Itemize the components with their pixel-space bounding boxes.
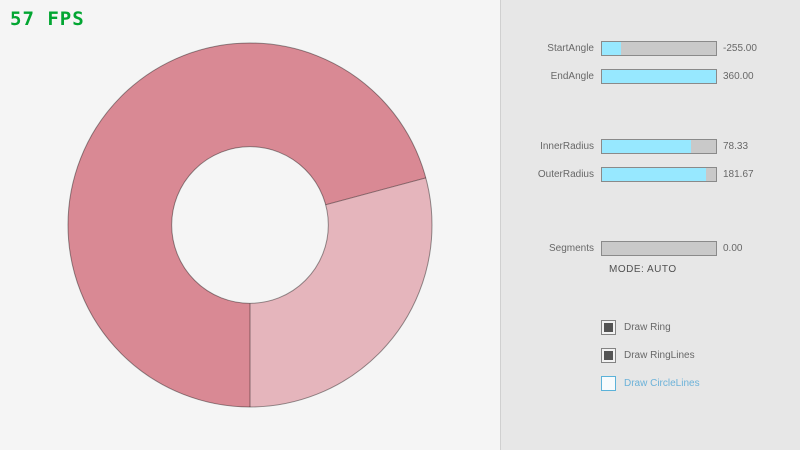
draw-ring-row: Draw Ring [601, 320, 800, 335]
draw-ringlines-checkbox[interactable] [601, 348, 616, 363]
slider-fill [602, 70, 716, 83]
slider-fill [602, 42, 622, 55]
draw-circlelines-row: Draw CircleLines [601, 376, 800, 391]
draw-circlelines-checkbox[interactable] [601, 376, 616, 391]
ring-segment-light [250, 177, 433, 408]
outer-radius-value: 181.67 [723, 169, 754, 180]
inner-radius-slider[interactable] [601, 139, 717, 154]
draw-ring-checkbox[interactable] [601, 320, 616, 335]
segments-slider[interactable] [601, 241, 717, 256]
ring-segment-dark [68, 43, 426, 408]
start-angle-label: StartAngle [547, 43, 594, 54]
segments-value: 0.00 [723, 243, 743, 254]
draw-ringlines-label: Draw RingLines [624, 350, 695, 361]
segments-label: Segments [548, 243, 594, 254]
end-angle-label: EndAngle [550, 71, 594, 82]
segments-mode-label: MODE: AUTO [609, 264, 677, 275]
start-angle-slider[interactable] [601, 41, 717, 56]
start-angle-value: -255.00 [723, 43, 757, 54]
ring-inner-outline [171, 146, 329, 304]
controls-panel: StartAngle -255.00 EndAngle 360.00 Inner… [500, 0, 800, 450]
end-angle-value: 360.00 [723, 71, 754, 82]
draw-circlelines-label: Draw CircleLines [624, 378, 700, 389]
end-angle-slider[interactable] [601, 69, 717, 84]
outer-radius-row: OuterRadius 181.67 [501, 167, 800, 182]
outer-radius-label: OuterRadius [537, 169, 594, 180]
draw-ring-label: Draw Ring [624, 322, 671, 333]
start-angle-row: StartAngle -255.00 [501, 41, 800, 56]
draw-ringlines-row: Draw RingLines [601, 348, 800, 363]
slider-fill [602, 168, 706, 181]
ring-start-line [325, 177, 426, 206]
outer-radius-slider[interactable] [601, 167, 717, 182]
fps-counter: 57 FPS [10, 8, 85, 30]
inner-radius-label: InnerRadius [540, 141, 594, 152]
inner-radius-value: 78.33 [723, 141, 749, 152]
ring-outer-outline [67, 42, 433, 408]
slider-fill [602, 140, 691, 153]
end-angle-row: EndAngle 360.00 [501, 69, 800, 84]
inner-radius-row: InnerRadius 78.33 [501, 139, 800, 154]
segments-row: Segments 0.00 [501, 241, 800, 256]
